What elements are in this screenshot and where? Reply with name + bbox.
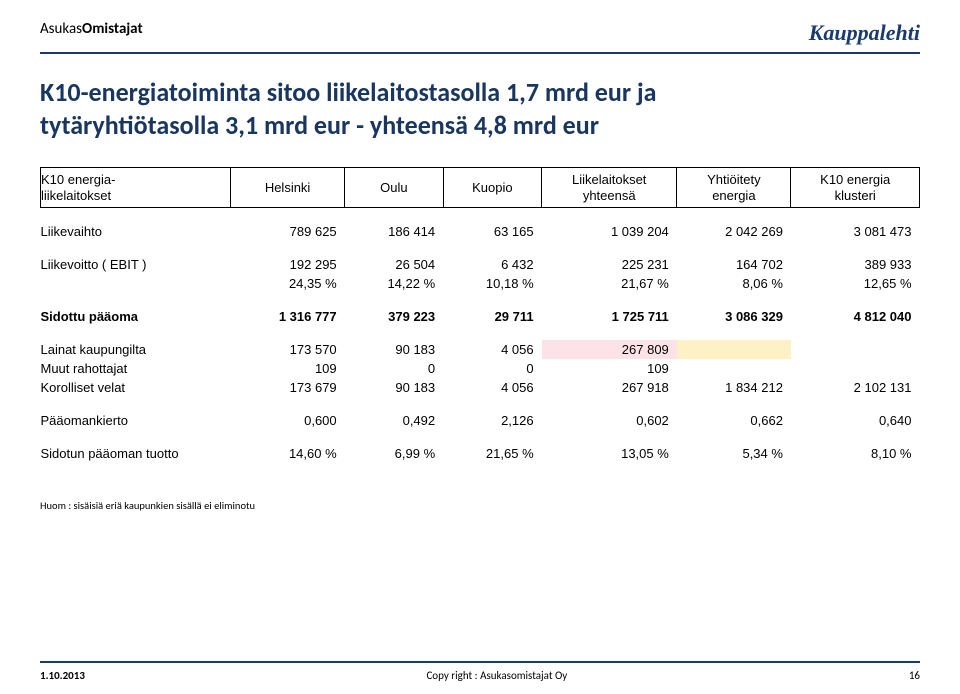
cell: 109 <box>542 359 677 378</box>
cell: 2 042 269 <box>677 222 791 241</box>
col-header-yhtioitety: Yhtiöitetyenergia <box>677 168 791 208</box>
cell: 29 711 <box>443 307 541 326</box>
row-label: Sidottu pääoma <box>41 307 231 326</box>
cell: 14,60 % <box>231 444 345 463</box>
footer-date: 1.10.2013 <box>40 669 85 682</box>
cell: 10,18 % <box>443 274 541 293</box>
col-header-liikelaitokset: Liikelaitoksetyhteensä <box>542 168 677 208</box>
cell: 389 933 <box>791 255 920 274</box>
brand-prefix: Asukas <box>40 20 82 38</box>
cell: 1 316 777 <box>231 307 345 326</box>
table-row: Sidottu pääoma 1 316 777 379 223 29 711 … <box>41 307 920 326</box>
cell: 4 056 <box>443 340 541 359</box>
cell: 789 625 <box>231 222 345 241</box>
table-row: Lainat kaupungilta 173 570 90 183 4 056 … <box>41 340 920 359</box>
cell: 5,34 % <box>677 444 791 463</box>
cell: 1 725 711 <box>542 307 677 326</box>
cell: 6,99 % <box>345 444 443 463</box>
footnote: Huom : sisäisiä eriä kaupunkien sisällä … <box>40 499 920 512</box>
cell: 267 918 <box>542 378 677 397</box>
cell: 6 432 <box>443 255 541 274</box>
title-line2: tytäryhtiötasolla 3,1 mrd eur - yhteensä… <box>40 109 599 141</box>
cell <box>677 359 791 378</box>
cell: 90 183 <box>345 340 443 359</box>
row-label <box>41 274 231 293</box>
cell: 186 414 <box>345 222 443 241</box>
cell: 0,662 <box>677 411 791 430</box>
cell: 379 223 <box>345 307 443 326</box>
cell: 2 102 131 <box>791 378 920 397</box>
table-row: Liikevoitto ( EBIT ) 192 295 26 504 6 43… <box>41 255 920 274</box>
cell: 14,22 % <box>345 274 443 293</box>
cell: 24,35 % <box>231 274 345 293</box>
cell: 4 056 <box>443 378 541 397</box>
cell: 90 183 <box>345 378 443 397</box>
brand-right: Kauppalehti <box>809 20 920 46</box>
title-line1: K10-energiatoiminta sitoo liikelaitostas… <box>40 76 656 108</box>
cell: 0,492 <box>345 411 443 430</box>
table-row: Liikevaihto 789 625 186 414 63 165 1 039… <box>41 222 920 241</box>
col-header-k10: K10 energia-liikelaitokset <box>41 168 231 208</box>
cell: 8,06 % <box>677 274 791 293</box>
cell: 109 <box>231 359 345 378</box>
cell: 3 086 329 <box>677 307 791 326</box>
cell: 0 <box>443 359 541 378</box>
row-label: Lainat kaupungilta <box>41 340 231 359</box>
cell: 26 504 <box>345 255 443 274</box>
cell: 0,640 <box>791 411 920 430</box>
cell: 2,126 <box>443 411 541 430</box>
cell: 0,602 <box>542 411 677 430</box>
cell: 21,67 % <box>542 274 677 293</box>
cell: 173 570 <box>231 340 345 359</box>
table-header: K10 energia-liikelaitokset Helsinki Oulu… <box>41 168 920 208</box>
header-bar: AsukasOmistajat Kauppalehti <box>40 20 920 54</box>
row-label: Liikevoitto ( EBIT ) <box>41 255 231 274</box>
col-header-helsinki: Helsinki <box>231 168 345 208</box>
row-label: Pääomankierto <box>41 411 231 430</box>
financial-table: K10 energia-liikelaitokset Helsinki Oulu… <box>40 167 920 463</box>
table-row: Korolliset velat 173 679 90 183 4 056 26… <box>41 378 920 397</box>
cell: 173 679 <box>231 378 345 397</box>
cell: 8,10 % <box>791 444 920 463</box>
brand-suffix: Omistajat <box>82 20 143 38</box>
col-header-klusteri: K10 energiaklusteri <box>791 168 920 208</box>
cell <box>791 359 920 378</box>
cell: 1 039 204 <box>542 222 677 241</box>
cell: 0 <box>345 359 443 378</box>
row-label: Muut rahottajat <box>41 359 231 378</box>
row-label: Korolliset velat <box>41 378 231 397</box>
cell: 3 081 473 <box>791 222 920 241</box>
cell: 0,600 <box>231 411 345 430</box>
col-header-oulu: Oulu <box>345 168 443 208</box>
cell: 21,65 % <box>443 444 541 463</box>
page-title: K10-energiatoiminta sitoo liikelaitostas… <box>40 76 920 141</box>
row-label: Liikevaihto <box>41 222 231 241</box>
cell: 192 295 <box>231 255 345 274</box>
cell: 13,05 % <box>542 444 677 463</box>
table-row: Sidotun pääoman tuotto 14,60 % 6,99 % 21… <box>41 444 920 463</box>
table-row: Pääomankierto 0,600 0,492 2,126 0,602 0,… <box>41 411 920 430</box>
footer-copyright: Copy right : Asukasomistajat Oy <box>85 669 909 682</box>
footer-page: 16 <box>909 669 920 682</box>
cell: 63 165 <box>443 222 541 241</box>
table-row: 24,35 % 14,22 % 10,18 % 21,67 % 8,06 % 1… <box>41 274 920 293</box>
cell-highlight: 267 809 <box>542 340 677 359</box>
col-header-kuopio: Kuopio <box>443 168 541 208</box>
cell: 1 834 212 <box>677 378 791 397</box>
cell-highlight <box>677 340 791 359</box>
cell: 164 702 <box>677 255 791 274</box>
cell: 12,65 % <box>791 274 920 293</box>
row-label: Sidotun pääoman tuotto <box>41 444 231 463</box>
cell: 225 231 <box>542 255 677 274</box>
cell: 4 812 040 <box>791 307 920 326</box>
cell <box>791 340 920 359</box>
brand-left: AsukasOmistajat <box>40 20 143 38</box>
table-row: Muut rahottajat 109 0 0 109 <box>41 359 920 378</box>
footer: 1.10.2013 Copy right : Asukasomistajat O… <box>40 661 920 682</box>
